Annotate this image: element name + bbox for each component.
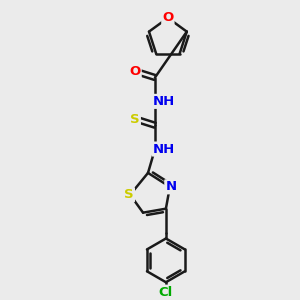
Text: O: O (130, 65, 141, 78)
Text: S: S (124, 188, 134, 201)
Text: NH: NH (153, 142, 175, 156)
Text: Cl: Cl (159, 286, 173, 299)
Text: N: N (165, 180, 176, 193)
Text: O: O (162, 11, 173, 24)
Text: S: S (130, 113, 140, 126)
Text: NH: NH (153, 95, 175, 108)
